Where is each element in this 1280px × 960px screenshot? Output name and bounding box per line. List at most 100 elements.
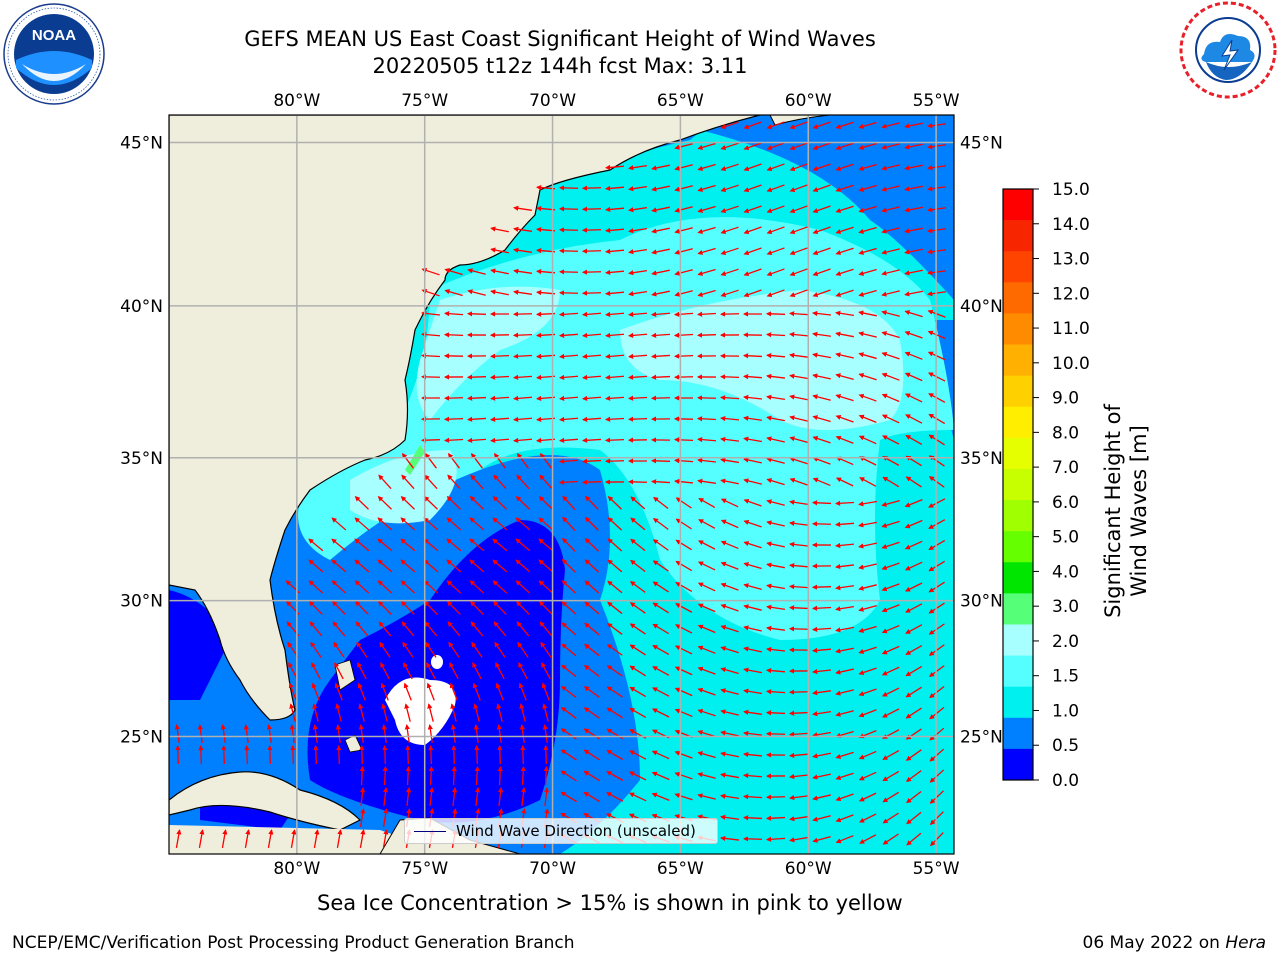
wave-direction-arrow: [743, 205, 762, 214]
wave-direction-arrow: [650, 332, 671, 338]
wave-direction-arrow: [835, 647, 854, 654]
wave-direction-arrow: [835, 394, 854, 402]
wave-direction-arrow: [605, 164, 625, 171]
wave-direction-arrow: [674, 248, 693, 255]
wave-direction-arrow: [720, 415, 740, 422]
wave-direction-arrow: [651, 206, 670, 213]
wave-direction-arrow: [359, 829, 366, 848]
wave-direction-arrow: [451, 765, 457, 786]
wave-direction-arrow: [558, 374, 579, 381]
wave-direction-arrow: [788, 626, 809, 632]
wave-direction-arrow: [558, 185, 579, 191]
wave-direction-arrow: [604, 395, 625, 401]
wave-direction-arrow: [605, 227, 625, 234]
wave-direction-arrow: [652, 666, 670, 676]
wave-direction-arrow: [697, 645, 716, 654]
colorbar-tick-label: 12.0: [1052, 284, 1090, 304]
wave-direction-arrow: [443, 437, 464, 443]
wave-direction-arrow: [881, 372, 900, 381]
wave-direction-arrow: [789, 268, 808, 277]
wave-direction-arrow: [175, 829, 182, 848]
colorbar-tick-label: 5.0: [1052, 528, 1079, 548]
no-data-bahamas: [385, 677, 456, 745]
wave-direction-arrow: [789, 520, 809, 526]
wave-direction-arrow: [584, 622, 600, 636]
map-frame: [168, 114, 955, 855]
wave-direction-arrow: [743, 478, 762, 485]
wave-direction-arrow: [560, 728, 577, 740]
wave-direction-arrow: [720, 142, 739, 150]
wave-direction-arrow: [497, 744, 503, 765]
wave-direction-arrow: [927, 330, 946, 340]
wave-direction-arrow: [446, 517, 462, 531]
wave-direction-arrow: [652, 687, 670, 697]
lon-tick-label-bottom: 65°W: [657, 859, 704, 879]
wave-direction-arrow: [905, 414, 923, 424]
wave-direction-arrow: [788, 584, 809, 590]
wave-direction-arrow: [466, 437, 487, 443]
wave-direction-arrow: [835, 163, 854, 171]
wave-direction-arrow: [927, 123, 947, 129]
wave-direction-arrow: [581, 374, 602, 381]
wave-direction-arrow: [812, 226, 831, 235]
wave-direction-arrow: [743, 730, 763, 736]
wave-direction-arrow: [788, 311, 809, 317]
wave-direction-arrow: [789, 163, 808, 172]
wave-direction-arrow: [881, 583, 900, 592]
lat-tick-label-left: 30°N: [120, 592, 163, 612]
wave-direction-arrow: [835, 352, 854, 359]
wave-direction-arrow: [812, 247, 831, 256]
wave-direction-arrow: [904, 185, 923, 192]
wave-direction-arrow: [354, 517, 370, 531]
colorbar: 15.0 14.0 13.0 12.0 11.0 10.0 9.0 8.0 7.0 6.0 5.0 4…: [1002, 180, 1090, 791]
colorbar-segment: [1003, 375, 1033, 408]
wave-direction-arrow: [652, 539, 669, 551]
wave-direction-arrow: [492, 538, 508, 552]
wave-direction-arrow: [489, 353, 510, 359]
wave-direction-arrow: [381, 724, 387, 744]
wave-direction-arrow: [904, 519, 923, 529]
wave-direction-arrow: [538, 600, 553, 615]
wave-direction-arrow: [928, 519, 946, 529]
wave-direction-arrow: [927, 144, 947, 150]
wave-direction-arrow: [424, 621, 438, 637]
wave-direction-arrow: [881, 604, 900, 613]
wave-direction-arrow: [675, 497, 692, 509]
wave-direction-arrow: [584, 601, 600, 615]
wave-direction-arrow: [928, 393, 946, 403]
wave-direction-arrow: [446, 496, 461, 510]
wave-direction-arrow: [628, 270, 647, 276]
wave-direction-arrow: [835, 710, 854, 717]
wave-direction-arrow: [743, 142, 762, 151]
wave-direction-arrow: [382, 829, 389, 848]
wave-direction-arrow: [513, 247, 532, 253]
wave-direction-arrow: [427, 724, 433, 744]
wave-direction-arrow: [558, 206, 579, 212]
wave-direction-arrow: [882, 708, 900, 718]
wave-direction-arrow: [629, 750, 647, 760]
wave-direction-arrow: [516, 621, 530, 637]
wave-direction-arrow: [423, 517, 439, 531]
wave-direction-arrow: [858, 373, 877, 381]
wave-direction-arrow: [581, 353, 602, 360]
wave-direction-arrow: [812, 163, 831, 172]
wave-direction-arrow: [471, 641, 483, 658]
wave-direction-arrow: [766, 247, 785, 256]
wave-direction-arrow: [881, 666, 900, 676]
wave-direction-arrow: [674, 793, 693, 801]
wave-direction-arrow: [379, 641, 391, 658]
wave-direction-arrow: [881, 331, 900, 339]
wave-direction-arrow: [221, 829, 228, 848]
wave-direction-arrow: [858, 331, 877, 338]
wave-direction-arrow: [354, 580, 370, 594]
wave-direction-arrow: [881, 164, 900, 171]
wave-direction-arrow: [858, 688, 877, 697]
wave-direction-arrow: [313, 829, 320, 848]
wave-direction-arrow: [520, 765, 526, 786]
wave-direction-arrow: [720, 457, 739, 464]
wave-direction-arrow: [743, 688, 762, 695]
wave-direction-arrow: [289, 703, 296, 722]
wave-direction-arrow: [313, 744, 319, 765]
wave-direction-arrow: [697, 603, 716, 613]
wave-direction-arrow: [400, 496, 415, 510]
